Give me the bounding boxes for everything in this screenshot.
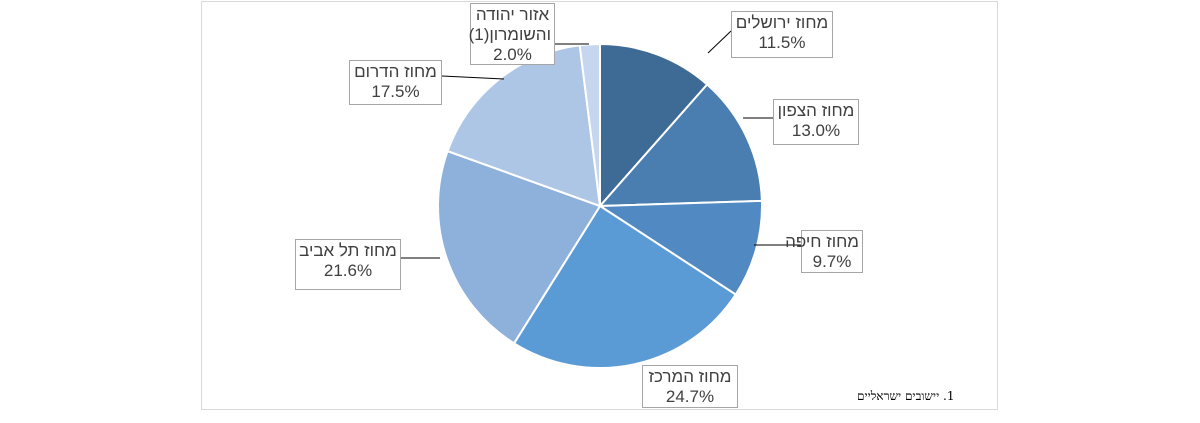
leader-line [707, 30, 732, 54]
leader-line [441, 75, 505, 80]
slice-value: 9.7% [812, 252, 852, 271]
data-label: אזור יהודה והשומרון(1) 2.0% [468, 3, 555, 65]
slice-label: מחוז המרכז [648, 367, 732, 386]
data-label: מחוז המרכז 24.7% [642, 365, 738, 408]
slice-label: מחוז חיפה [785, 232, 859, 251]
slice-value: 24.7% [665, 387, 715, 406]
slice-label: מחוז תל אביב [299, 241, 397, 260]
pie-slice [437, 149, 602, 345]
pie-slice [599, 42, 709, 209]
slice-value: 13.0% [791, 121, 841, 140]
slice-label: והשומרון(1) [468, 25, 551, 44]
slice-label: אזור יהודה [475, 5, 550, 24]
slice-label: מחוז הדרום [354, 62, 437, 81]
pie-slice [446, 44, 602, 208]
slice-value: 17.5% [371, 82, 420, 101]
slice-value: 2.0% [493, 45, 532, 64]
data-label: מחוז ירושלים 11.5% [731, 11, 833, 58]
slice-label: מחוז ירושלים [735, 13, 829, 32]
pie-slice [597, 83, 763, 208]
pie-slice [578, 42, 601, 207]
data-label: מחוז הצפון 13.0% [773, 99, 859, 145]
pie-slice [512, 204, 738, 369]
slice-value: 21.6% [323, 261, 373, 280]
data-label: מחוז הדרום 17.5% [349, 60, 442, 105]
footnote: 1. יישובים ישראליים [857, 389, 955, 403]
pie-slice [596, 199, 763, 296]
data-label: מחוז תל אביב 21.6% [295, 239, 401, 290]
data-label: מחוז חיפה 9.7% [785, 230, 863, 273]
slice-label: מחוז הצפון [777, 101, 855, 120]
slice-value: 11.5% [758, 33, 806, 52]
